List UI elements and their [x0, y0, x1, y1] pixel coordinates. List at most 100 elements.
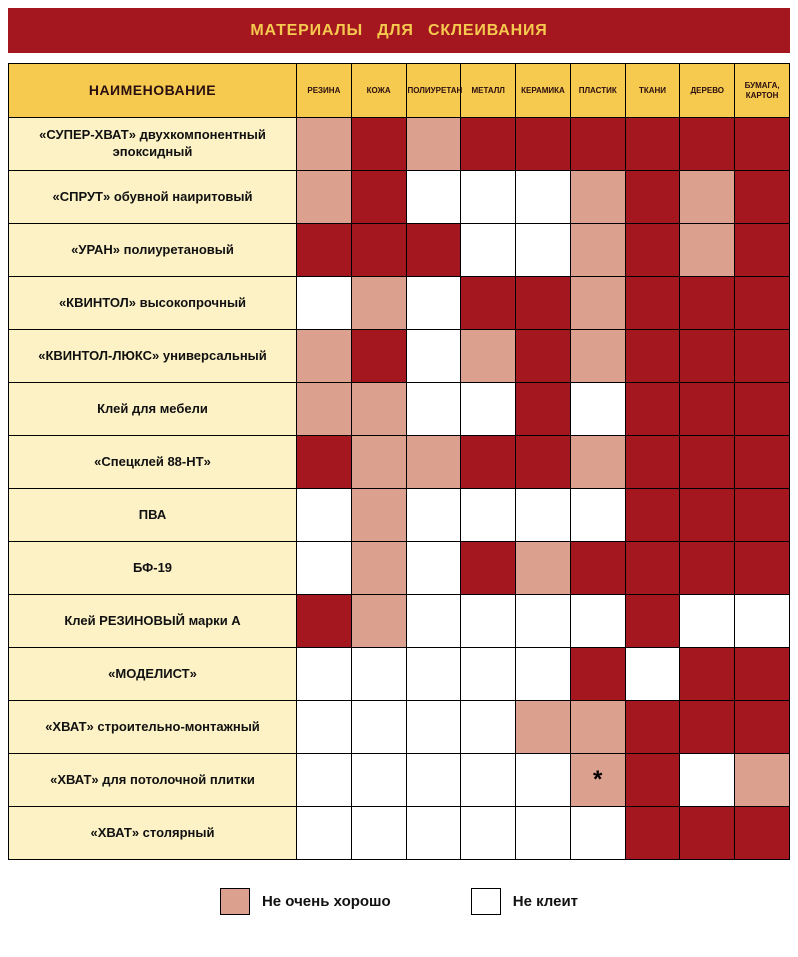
cell-good [624, 223, 681, 277]
cell-none [679, 594, 736, 648]
cell-fair [569, 700, 626, 754]
legend-item-fair: Не очень хорошо [219, 888, 391, 915]
cell-good [679, 276, 736, 330]
cell-none [515, 647, 571, 701]
cell-none [679, 753, 736, 807]
cell-fair [460, 329, 517, 383]
cell-fair [679, 223, 736, 277]
cell-good [734, 541, 790, 595]
cell-fair [405, 117, 462, 171]
cell-good [734, 276, 790, 330]
cell-fair [296, 117, 352, 171]
row-label: «ХВАТ» столярный [8, 806, 297, 860]
title-bar: МАТЕРИАЛЫ ДЛЯ СКЛЕИВАНИЯ [8, 8, 790, 53]
cell-good [460, 435, 517, 489]
table-row: «КВИНТОЛ» высокопрочный [8, 276, 790, 330]
cell-none [460, 170, 517, 224]
cell-good [734, 806, 790, 860]
cell-good [734, 329, 790, 383]
cell-good [734, 223, 790, 277]
cell-none [296, 647, 352, 701]
cell-good [624, 488, 681, 542]
cell-none [405, 700, 462, 754]
cell-fair [569, 223, 626, 277]
cell-none [350, 700, 407, 754]
row-label: Клей для мебели [8, 382, 297, 436]
cell-fair [350, 382, 407, 436]
cell-fair [350, 276, 407, 330]
cell-good [515, 276, 571, 330]
cell-good [734, 488, 790, 542]
cell-none [405, 594, 462, 648]
cell-none [405, 170, 462, 224]
cell-good [624, 541, 681, 595]
cell-fair [569, 329, 626, 383]
row-label: Клей РЕЗИНОВЫЙ марки А [8, 594, 297, 648]
cell-none [569, 806, 626, 860]
cell-none [296, 806, 352, 860]
table-row: «ХВАТ» столярный [8, 806, 790, 860]
cell-fair [296, 382, 352, 436]
cell-good [734, 700, 790, 754]
row-label: «ХВАТ» для потолочной плитки [8, 753, 297, 807]
cell-good [734, 647, 790, 701]
fair-legend-label: Не очень хорошо [261, 893, 391, 910]
cell-none [734, 594, 790, 648]
column-header: РЕЗИНА [296, 63, 352, 118]
cell-good [350, 117, 407, 171]
column-header: МЕТАЛЛ [460, 63, 517, 118]
cell-none [350, 753, 407, 807]
cell-good [624, 170, 681, 224]
cell-good [569, 541, 626, 595]
cell-none [569, 382, 626, 436]
cell-none [405, 382, 462, 436]
row-label: «УРАН» полиуретановый [8, 223, 297, 277]
glue-poster: МАТЕРИАЛЫ ДЛЯ СКЛЕИВАНИЯ НАИМЕНОВАНИЕ РЕЗ… [8, 8, 790, 915]
cell-good [734, 435, 790, 489]
cell-fair [515, 700, 571, 754]
cell-fair [405, 435, 462, 489]
column-header: КЕРАМИКА [515, 63, 571, 118]
cell-none [515, 806, 571, 860]
fair-color-swatch [219, 888, 250, 915]
cell-none [296, 488, 352, 542]
table-row: Клей РЕЗИНОВЫЙ марки А [8, 594, 790, 648]
cell-good [679, 488, 736, 542]
cell-none [350, 647, 407, 701]
cell-none [460, 647, 517, 701]
none-legend-label: Не клеит [512, 893, 579, 910]
row-label: «СУПЕР-ХВАТ» двухкомпонентный эпоксидный [8, 117, 297, 171]
cell-fair [350, 541, 407, 595]
table-head: НАИМЕНОВАНИЕ РЕЗИНА КОЖА ПОЛИУРЕТАН МЕТАЛЛ КЕ… [8, 63, 790, 118]
column-header: КОЖА [350, 63, 407, 118]
column-header: ТКАНИ [624, 63, 681, 118]
cell-good [515, 329, 571, 383]
cell-fair [679, 170, 736, 224]
cell-none [296, 541, 352, 595]
cell-good [734, 117, 790, 171]
column-header-name: НАИМЕНОВАНИЕ [8, 63, 297, 118]
cell-good [515, 435, 571, 489]
cell-good [679, 117, 736, 171]
cell-fair [296, 329, 352, 383]
cell-none [405, 647, 462, 701]
cell-good [679, 382, 736, 436]
cell-good [350, 329, 407, 383]
row-label: ПВА [8, 488, 297, 542]
cell-good [515, 382, 571, 436]
cell-good [624, 700, 681, 754]
cell-good [350, 223, 407, 277]
cell-none [296, 753, 352, 807]
cell-good [734, 170, 790, 224]
column-header: ПОЛИУРЕТАН [405, 63, 462, 118]
cell-good [296, 435, 352, 489]
table-row: ПВА [8, 488, 790, 542]
cell-fair [569, 170, 626, 224]
table-row: Клей для мебели [8, 382, 790, 436]
legend-item-none: Не клеит [470, 888, 579, 915]
cell-none [460, 806, 517, 860]
table-row: «КВИНТОЛ-ЛЮКС» универсальный [8, 329, 790, 383]
table-row: «Спецклей 88-НТ» [8, 435, 790, 489]
cell-good [569, 117, 626, 171]
cell-none [460, 753, 517, 807]
